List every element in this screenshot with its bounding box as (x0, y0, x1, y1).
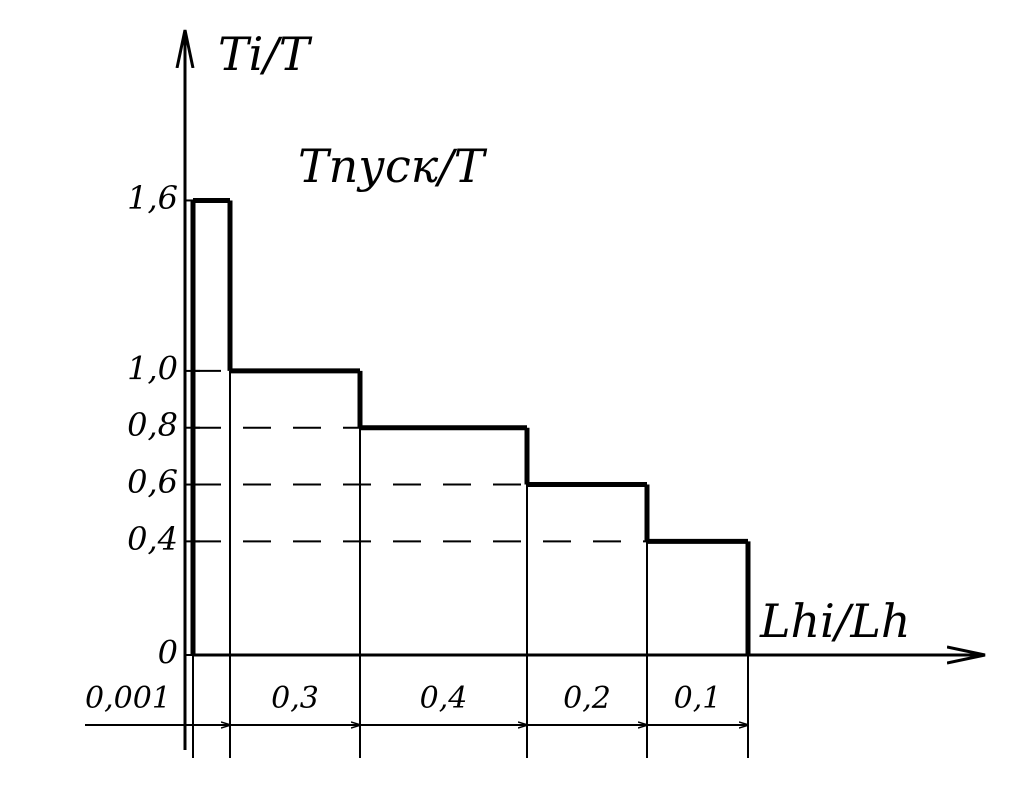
interval-label: 0,2 (563, 681, 611, 716)
y-axis-label: Ti/T (218, 27, 313, 81)
y-tick-label: 0,4 (127, 520, 178, 558)
interval-label: 0,4 (420, 681, 468, 716)
x-axis-label: Lhi/Lh (759, 594, 911, 648)
interval-label: 0,001 (85, 681, 171, 716)
y-tick-label: 0,8 (127, 406, 178, 444)
chart-title: Tпуск/T (298, 139, 488, 193)
y-tick-label: 0,6 (127, 463, 178, 501)
y-tick-label: 0 (158, 634, 178, 672)
interval-label: 0,3 (271, 681, 319, 716)
y-tick-label: 1,6 (127, 179, 178, 217)
interval-label: 0,1 (674, 681, 722, 716)
y-tick-label: 1,0 (127, 349, 178, 387)
